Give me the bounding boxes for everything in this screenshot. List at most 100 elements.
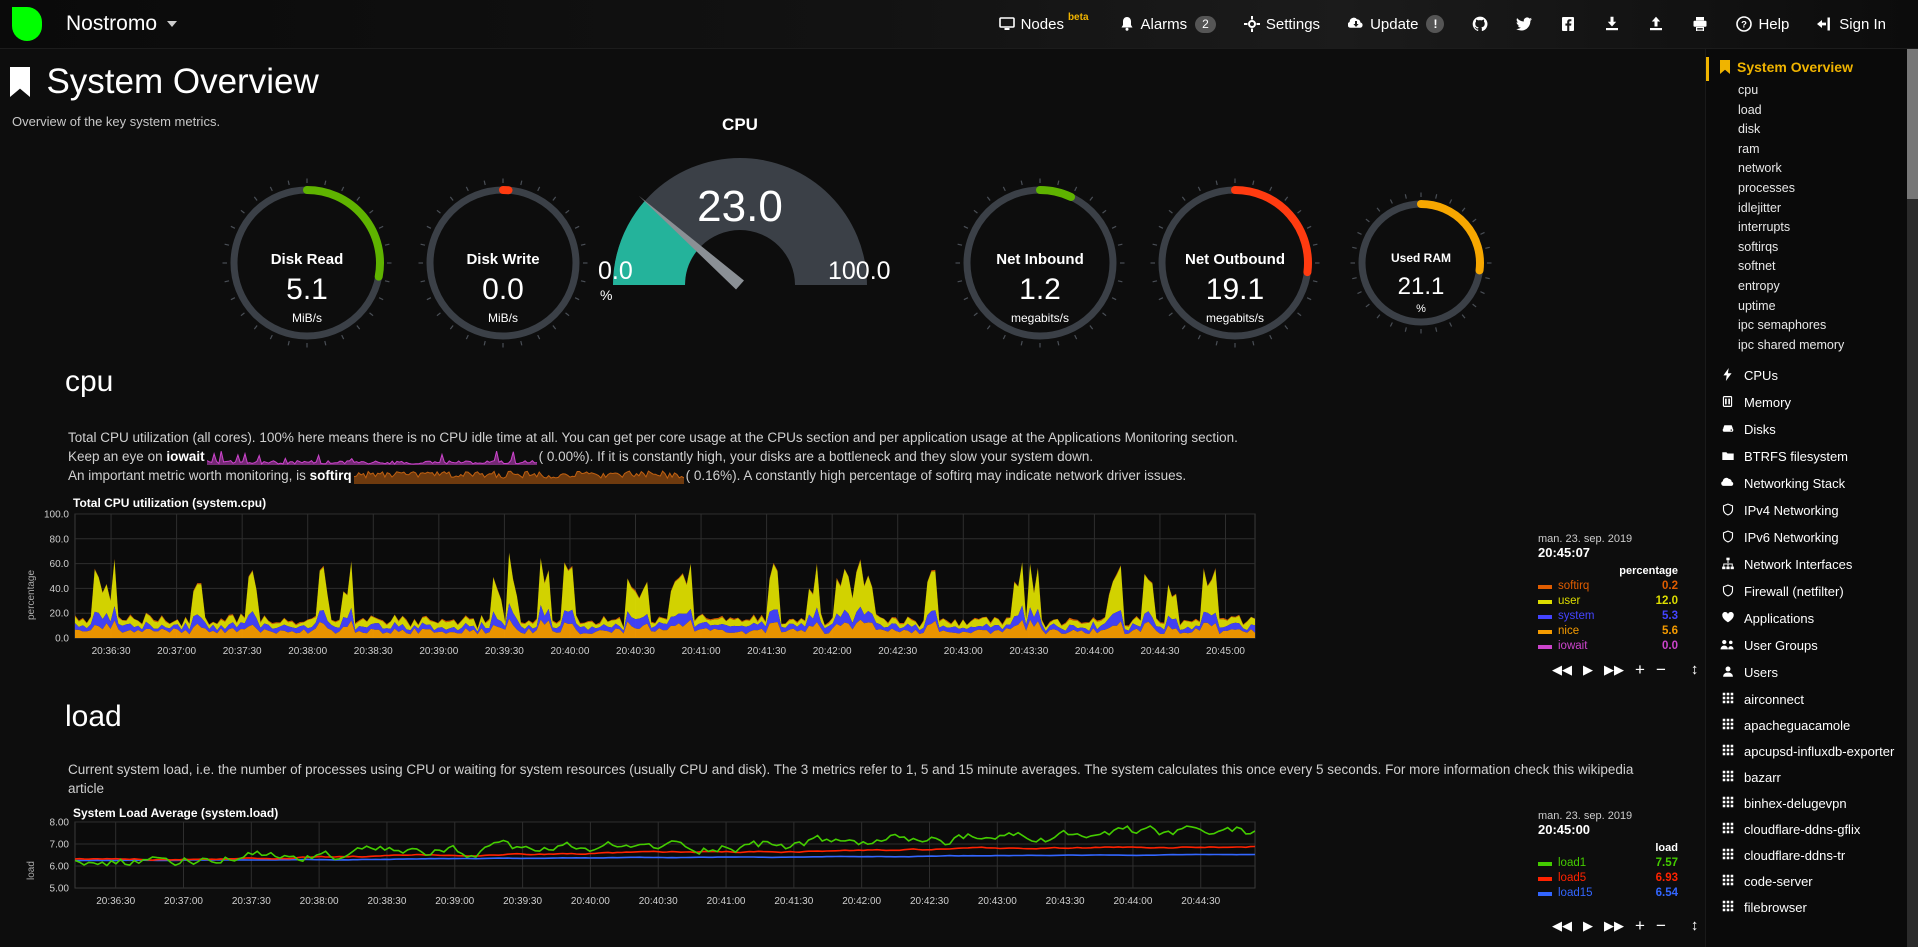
gauge-net-outbound[interactable]: Net Outbound 19.1 megabits/s [1150, 178, 1320, 348]
sidebar-subitem-entropy[interactable]: entropy [1738, 278, 1780, 293]
gauge-disk-write[interactable]: Disk Write 0.0 MiB/s [418, 178, 588, 348]
legend-row[interactable]: nice 5.6 [1538, 624, 1678, 639]
zoom-out-icon[interactable]: − [1655, 916, 1666, 935]
section-cpu-description: Total CPU utilization (all cores). 100% … [68, 428, 1388, 485]
legend-row[interactable]: system 5.3 [1538, 609, 1678, 624]
sidebar-subitem-softnet[interactable]: softnet [1738, 259, 1776, 274]
nav-item-update[interactable]: Update! [1334, 9, 1458, 39]
cpu-desc-line-1: Total CPU utilization (all cores). 100% … [68, 430, 1238, 445]
sidebar-subitem-ram[interactable]: ram [1738, 141, 1760, 156]
gauge-used-ram[interactable]: Used RAM 21.1% [1350, 192, 1492, 334]
sidebar-item-firewall-netfilter[interactable]: Firewall (netfilter) [1706, 579, 1918, 606]
cpu-chart[interactable]: 0.0 20.0 40.0 60.0 80.0 100.0 20:36:30 20:37:00… [20, 508, 1520, 668]
legend-row[interactable]: softirq 0.2 [1538, 579, 1678, 594]
sidebar-item-label: Memory [1744, 395, 1791, 411]
nav-item-nodes[interactable]: Nodes beta [985, 10, 1105, 39]
sidebar-item-user-groups[interactable]: User Groups [1706, 633, 1918, 660]
gauge-cpu[interactable]: CPU 23.0 0.0 100.0 % [595, 115, 891, 310]
rewind-icon[interactable]: ◀◀ [1552, 662, 1572, 677]
load-chart[interactable]: 5.00 6.00 7.00 8.00 20:36:30 20:37:00 20:37:30… [20, 818, 1520, 923]
svg-text:20:40:30: 20:40:30 [616, 646, 655, 657]
sidebar-item-label: Firewall (netfilter) [1744, 584, 1844, 600]
nav-item-github[interactable] [1458, 10, 1502, 38]
nav-item-settings[interactable]: Settings [1230, 10, 1334, 39]
sidebar-item-code-server[interactable]: code-server [1706, 869, 1918, 895]
gauge-units: MiB/s [292, 311, 322, 325]
gauge-label: Disk Write [466, 251, 540, 268]
gauge-net-inbound[interactable]: Net Inbound 1.2 megabits/s [955, 178, 1125, 348]
cloud-icon [1720, 475, 1735, 494]
svg-text:20:39:30: 20:39:30 [503, 896, 542, 907]
forward-icon[interactable]: ▶▶ [1604, 918, 1624, 933]
resize-icon[interactable]: ↕ [1690, 917, 1699, 934]
forward-icon[interactable]: ▶▶ [1604, 662, 1624, 677]
sidebar-item-cloudflare-ddns-gflix[interactable]: cloudflare-ddns-gflix [1706, 817, 1918, 843]
svg-text:20:43:30: 20:43:30 [1009, 646, 1048, 657]
sidebar-subitem-cpu[interactable]: cpu [1738, 83, 1759, 97]
sidebar-item-cpus[interactable]: CPUs [1706, 363, 1918, 390]
zoom-in-icon[interactable]: + [1635, 660, 1645, 679]
rewind-icon[interactable]: ◀◀ [1552, 918, 1572, 933]
sidebar-item-users[interactable]: Users [1706, 660, 1918, 687]
sidebar-item-filebrowser[interactable]: filebrowser [1706, 895, 1918, 921]
sidebar-subitem-softirqs[interactable]: softirqs [1738, 239, 1779, 254]
sidebar-item-system-overview[interactable]: System Overview [1706, 49, 1918, 81]
sidebar-item-airconnect[interactable]: airconnect [1706, 687, 1918, 713]
zoom-out-icon[interactable]: − [1655, 660, 1666, 679]
sidebar-item-network-interfaces[interactable]: Network Interfaces [1706, 552, 1918, 579]
sidebar-subitem-uptime[interactable]: uptime [1738, 298, 1776, 313]
sidebar-item-applications[interactable]: Applications [1706, 606, 1918, 633]
resize-icon[interactable]: ↕ [1690, 661, 1699, 678]
sidebar-subitem-ipc-shared-memory[interactable]: ipc shared memory [1738, 337, 1845, 352]
sidebar-subitem-processes[interactable]: processes [1738, 180, 1795, 195]
sidebar-subitem-ipc-semaphores[interactable]: ipc semaphores [1738, 318, 1827, 333]
nav-item-help[interactable]: ? Help [1722, 10, 1803, 39]
legend-row[interactable]: load5 6.93 [1538, 871, 1678, 886]
sidebar-item-ipv6-networking[interactable]: IPv6 Networking [1706, 525, 1918, 552]
page-subtitle: Overview of the key system metrics. [12, 114, 221, 129]
nav-item-alarms[interactable]: Alarms 2 [1105, 10, 1230, 39]
gauge-disk-read[interactable]: Disk Read 5.1 MiB/s [222, 178, 392, 348]
legend-row[interactable]: load1 7.57 [1538, 856, 1678, 871]
sidebar-item-memory[interactable]: Memory [1706, 390, 1918, 417]
nav-item-signin[interactable]: Sign In [1803, 10, 1900, 39]
sidebar-item-label: bazarr [1744, 770, 1781, 786]
zoom-in-icon[interactable]: + [1635, 916, 1645, 935]
sidebar-item-ipv4-networking[interactable]: IPv4 Networking [1706, 498, 1918, 525]
section-load-description: Current system load, i.e. the number of … [68, 762, 1634, 796]
sidebar-subitem-network[interactable]: network [1738, 161, 1782, 176]
brand-area[interactable]: Nostromo [0, 7, 178, 41]
legend-swatch [1538, 584, 1552, 589]
sidebar-item-cloudflare-ddns-tr[interactable]: cloudflare-ddns-tr [1706, 843, 1918, 869]
sidebar-subitem-disk[interactable]: disk [1738, 122, 1761, 137]
sidebar-item-binhex-delugevpn[interactable]: binhex-delugevpn [1706, 791, 1918, 817]
gauge-cpu-units: % [600, 287, 613, 303]
svg-text:80.0: 80.0 [50, 534, 70, 545]
netdata-logo-icon [12, 7, 42, 41]
nav-item-import[interactable] [1590, 10, 1634, 38]
section-load-title: load [65, 700, 122, 733]
sidebar-item-networking-stack[interactable]: Networking Stack [1706, 471, 1918, 498]
sidebar-subitem-load[interactable]: load [1738, 102, 1762, 117]
sidebar-item-disks[interactable]: Disks [1706, 417, 1918, 444]
sidebar-scrollbar[interactable] [1907, 49, 1918, 947]
sidebar-item-apcupsd-influxdb-exporter[interactable]: apcupsd-influxdb-exporter [1706, 739, 1918, 765]
legend-row[interactable]: load15 6.54 [1538, 886, 1678, 901]
sidebar-item-btrfs-filesystem[interactable]: BTRFS filesystem [1706, 444, 1918, 471]
legend-row[interactable]: user 12.0 [1538, 594, 1678, 609]
sidebar-scroll-thumb[interactable] [1907, 49, 1918, 199]
svg-text:20:39:00: 20:39:00 [419, 646, 458, 657]
legend-row[interactable]: iowait 0.0 [1538, 639, 1678, 654]
sidebar-subitem-interrupts[interactable]: interrupts [1738, 220, 1791, 235]
chevron-down-icon[interactable] [167, 21, 178, 27]
nav-item-twitter[interactable] [1502, 10, 1546, 38]
play-icon[interactable]: ▶ [1583, 662, 1593, 677]
legend-swatch [1538, 599, 1552, 604]
nav-item-print[interactable] [1678, 10, 1722, 38]
nav-item-facebook[interactable] [1546, 10, 1590, 38]
play-icon[interactable]: ▶ [1583, 918, 1593, 933]
sidebar-subitem-idlejitter[interactable]: idlejitter [1738, 200, 1782, 215]
sidebar-item-apacheguacamole[interactable]: apacheguacamole [1706, 713, 1918, 739]
nav-item-export[interactable] [1634, 10, 1678, 38]
sidebar-item-bazarr[interactable]: bazarr [1706, 765, 1918, 791]
